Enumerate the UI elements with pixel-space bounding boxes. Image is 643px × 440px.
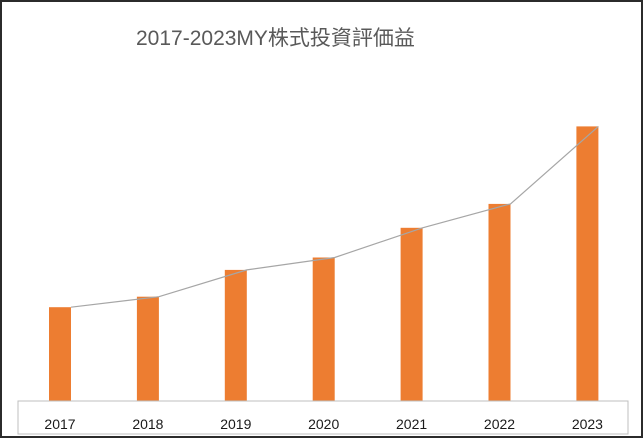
bar-2021	[400, 227, 423, 401]
x-axis-label-box	[17, 400, 629, 435]
trend-line-layer	[70, 125, 599, 308]
x-tick-label-2021: 2021	[396, 416, 427, 432]
x-tick-label-2019: 2019	[220, 416, 251, 432]
x-tick-label-2020: 2020	[308, 416, 339, 432]
bars-layer	[49, 126, 599, 402]
bar-2023	[576, 126, 599, 402]
x-tick-label-2022: 2022	[484, 416, 515, 432]
x-tick-labels: 2017 2018 2019 2020 2021 2022 2023	[44, 416, 603, 432]
bar-2017	[49, 307, 71, 401]
bar-2019	[224, 269, 247, 401]
bar-2022	[488, 203, 511, 401]
chart-title: 2017-2023MY株式投資評価益	[136, 27, 415, 50]
bar-2020	[312, 257, 335, 401]
x-tick-label-2018: 2018	[132, 416, 163, 432]
bar-2018	[136, 296, 159, 401]
x-tick-label-2023: 2023	[572, 416, 603, 432]
trend-line	[70, 125, 599, 308]
x-tick-label-2017: 2017	[44, 416, 75, 432]
